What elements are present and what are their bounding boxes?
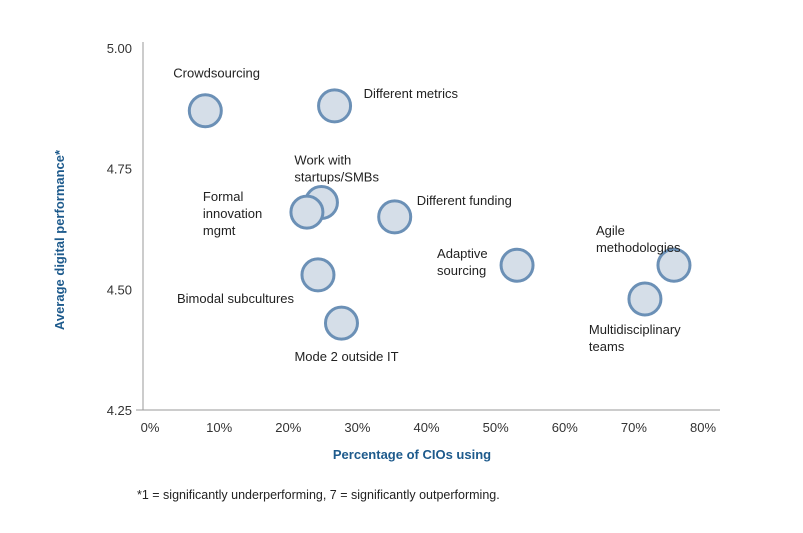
x-tick-label: 40%	[413, 420, 439, 435]
data-point-label: Agile	[596, 223, 625, 238]
data-point-label: innovation	[203, 206, 262, 221]
y-tick-label: 5.00	[107, 41, 132, 56]
x-tick-label: 50%	[483, 420, 509, 435]
data-point-bubble	[656, 247, 692, 283]
x-tick-label: 80%	[690, 420, 716, 435]
data-point-label: Different funding	[417, 193, 512, 208]
data-point-label: Bimodal subcultures	[177, 291, 295, 306]
x-tick-label: 10%	[206, 420, 232, 435]
data-point-label: Work with	[294, 152, 351, 167]
data-point-label: sourcing	[437, 263, 486, 278]
x-axis-title: Percentage of CIOs using	[333, 447, 491, 462]
x-tick-label: 60%	[552, 420, 578, 435]
data-point-label: Mode 2 outside IT	[294, 349, 398, 364]
data-point-label: Adaptive	[437, 246, 488, 261]
data-point-label: methodologies	[596, 240, 681, 255]
data-point-bubble	[289, 194, 325, 230]
y-tick-label: 4.25	[107, 403, 132, 418]
data-point-bubble	[377, 199, 413, 235]
data-point-bubble	[499, 247, 535, 283]
data-point-label: Formal	[203, 189, 244, 204]
y-tick-label: 4.75	[107, 162, 132, 177]
data-point-label: mgmt	[203, 223, 236, 238]
data-point-label: startups/SMBs	[294, 169, 379, 184]
y-axis-title: Average digital performance*	[52, 149, 67, 330]
data-point-bubble	[300, 257, 336, 293]
data-point-label: Different metrics	[364, 86, 459, 101]
y-tick-label: 4.50	[107, 282, 132, 297]
data-point-label: teams	[589, 339, 625, 354]
x-tick-label: 30%	[344, 420, 370, 435]
footnote: *1 = significantly underperforming, 7 = …	[137, 488, 500, 502]
data-point-bubble	[627, 281, 663, 317]
x-tick-label: 70%	[621, 420, 647, 435]
x-tick-label: 0%	[141, 420, 160, 435]
data-point-label: Multidisciplinary	[589, 322, 681, 337]
data-point-bubble	[187, 93, 223, 129]
data-point-bubble	[323, 305, 359, 341]
data-point-bubble	[317, 88, 353, 124]
x-tick-label: 20%	[275, 420, 301, 435]
data-point-label: Crowdsourcing	[173, 66, 260, 81]
